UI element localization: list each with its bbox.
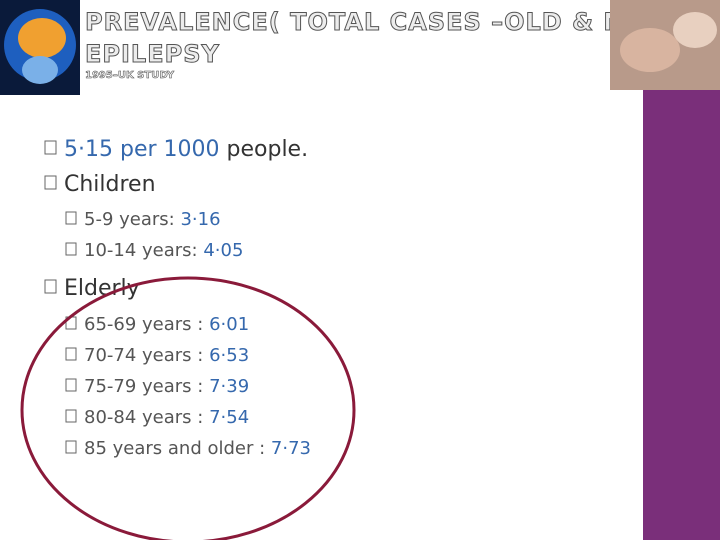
item: 5-9 years: 3·16	[84, 209, 221, 230]
item-value: 7·54	[209, 407, 249, 428]
brain-image	[0, 0, 80, 95]
title-line: EPILEPSY	[85, 40, 220, 68]
heading: Children	[64, 172, 156, 197]
bullet	[65, 440, 77, 454]
bullet	[65, 242, 77, 256]
bullet	[65, 347, 77, 361]
bullet	[44, 140, 57, 155]
item-label: 10-14 years:	[84, 240, 198, 261]
bullet	[65, 409, 77, 423]
item-label: 70-74 years :	[84, 345, 203, 366]
item: 10-14 years: 4·05	[84, 240, 243, 261]
item: 65-69 years : 6·01	[84, 314, 249, 335]
item-label: 65-69 years :	[84, 314, 203, 335]
item: 70-74 years : 6·53	[84, 345, 249, 366]
rate-value: 5·15 per 1000	[64, 137, 220, 162]
sidebar	[643, 90, 720, 540]
item-label: 75-79 years :	[84, 376, 203, 397]
item-label: 5-9 years:	[84, 209, 175, 230]
item: 80-84 years : 7·54	[84, 407, 249, 428]
item-value: 6·01	[209, 314, 249, 335]
bullet-text: 5·15 per 1000 people.	[64, 137, 308, 162]
item-value: 3·16	[180, 209, 220, 230]
item-value: 4·05	[203, 240, 243, 261]
item: 85 years and older : 7·73	[84, 438, 311, 459]
bullet	[65, 211, 77, 225]
item: 75-79 years : 7·39	[84, 376, 249, 397]
item-label: 85 years and older :	[84, 438, 265, 459]
bullet	[44, 279, 57, 294]
sidebar-strip	[613, 90, 643, 540]
bullet	[65, 378, 77, 392]
item-value: 6·53	[209, 345, 249, 366]
highlight-circle	[20, 276, 356, 540]
subtitle: 1995–UK STUDY	[85, 70, 175, 81]
item-label: 80-84 years :	[84, 407, 203, 428]
photo	[610, 0, 720, 90]
item-value: 7·39	[209, 376, 249, 397]
item-value: 7·73	[271, 438, 311, 459]
bullet	[44, 175, 57, 190]
rate-unit: people.	[227, 137, 309, 162]
